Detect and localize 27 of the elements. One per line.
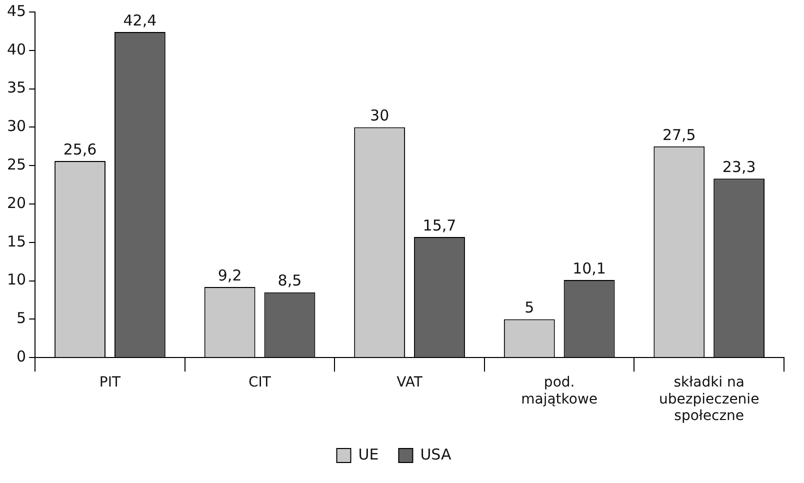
y-tick-label: 40: [6, 40, 26, 58]
data-label: 15,7: [422, 216, 456, 234]
data-label: 5: [524, 298, 534, 317]
data-label: 8,5: [278, 272, 302, 290]
x-tick-label: składki na ubezpieczenie społeczne: [659, 374, 760, 424]
data-label: 9,2: [218, 266, 242, 284]
y-tick-label: 20: [6, 194, 26, 212]
y-tick-label: 35: [6, 78, 26, 97]
data-label: 27,5: [662, 126, 696, 144]
y-tick-label: 5: [16, 309, 26, 328]
legend-label: UE: [358, 445, 379, 464]
data-label: 25,6: [63, 140, 97, 158]
y-tick-label: 10: [6, 270, 26, 289]
y-tick-label: 45: [6, 2, 26, 20]
y-tick-label: 25: [6, 155, 26, 174]
x-tick-label: VAT: [396, 374, 423, 391]
y-tick-label: 30: [6, 117, 26, 136]
x-tick-label: PIT: [99, 374, 121, 391]
y-tick-label: 15: [6, 232, 26, 250]
data-label: 42,4: [123, 11, 157, 30]
data-label: 10,1: [572, 259, 606, 278]
y-tick-label: 0: [16, 347, 26, 366]
data-label: 23,3: [722, 158, 756, 176]
data-label: 30: [370, 106, 390, 125]
x-tick-label: CIT: [248, 374, 272, 391]
legend-label: USA: [420, 445, 452, 464]
x-tick-label: pod. majątkowe: [521, 374, 598, 408]
